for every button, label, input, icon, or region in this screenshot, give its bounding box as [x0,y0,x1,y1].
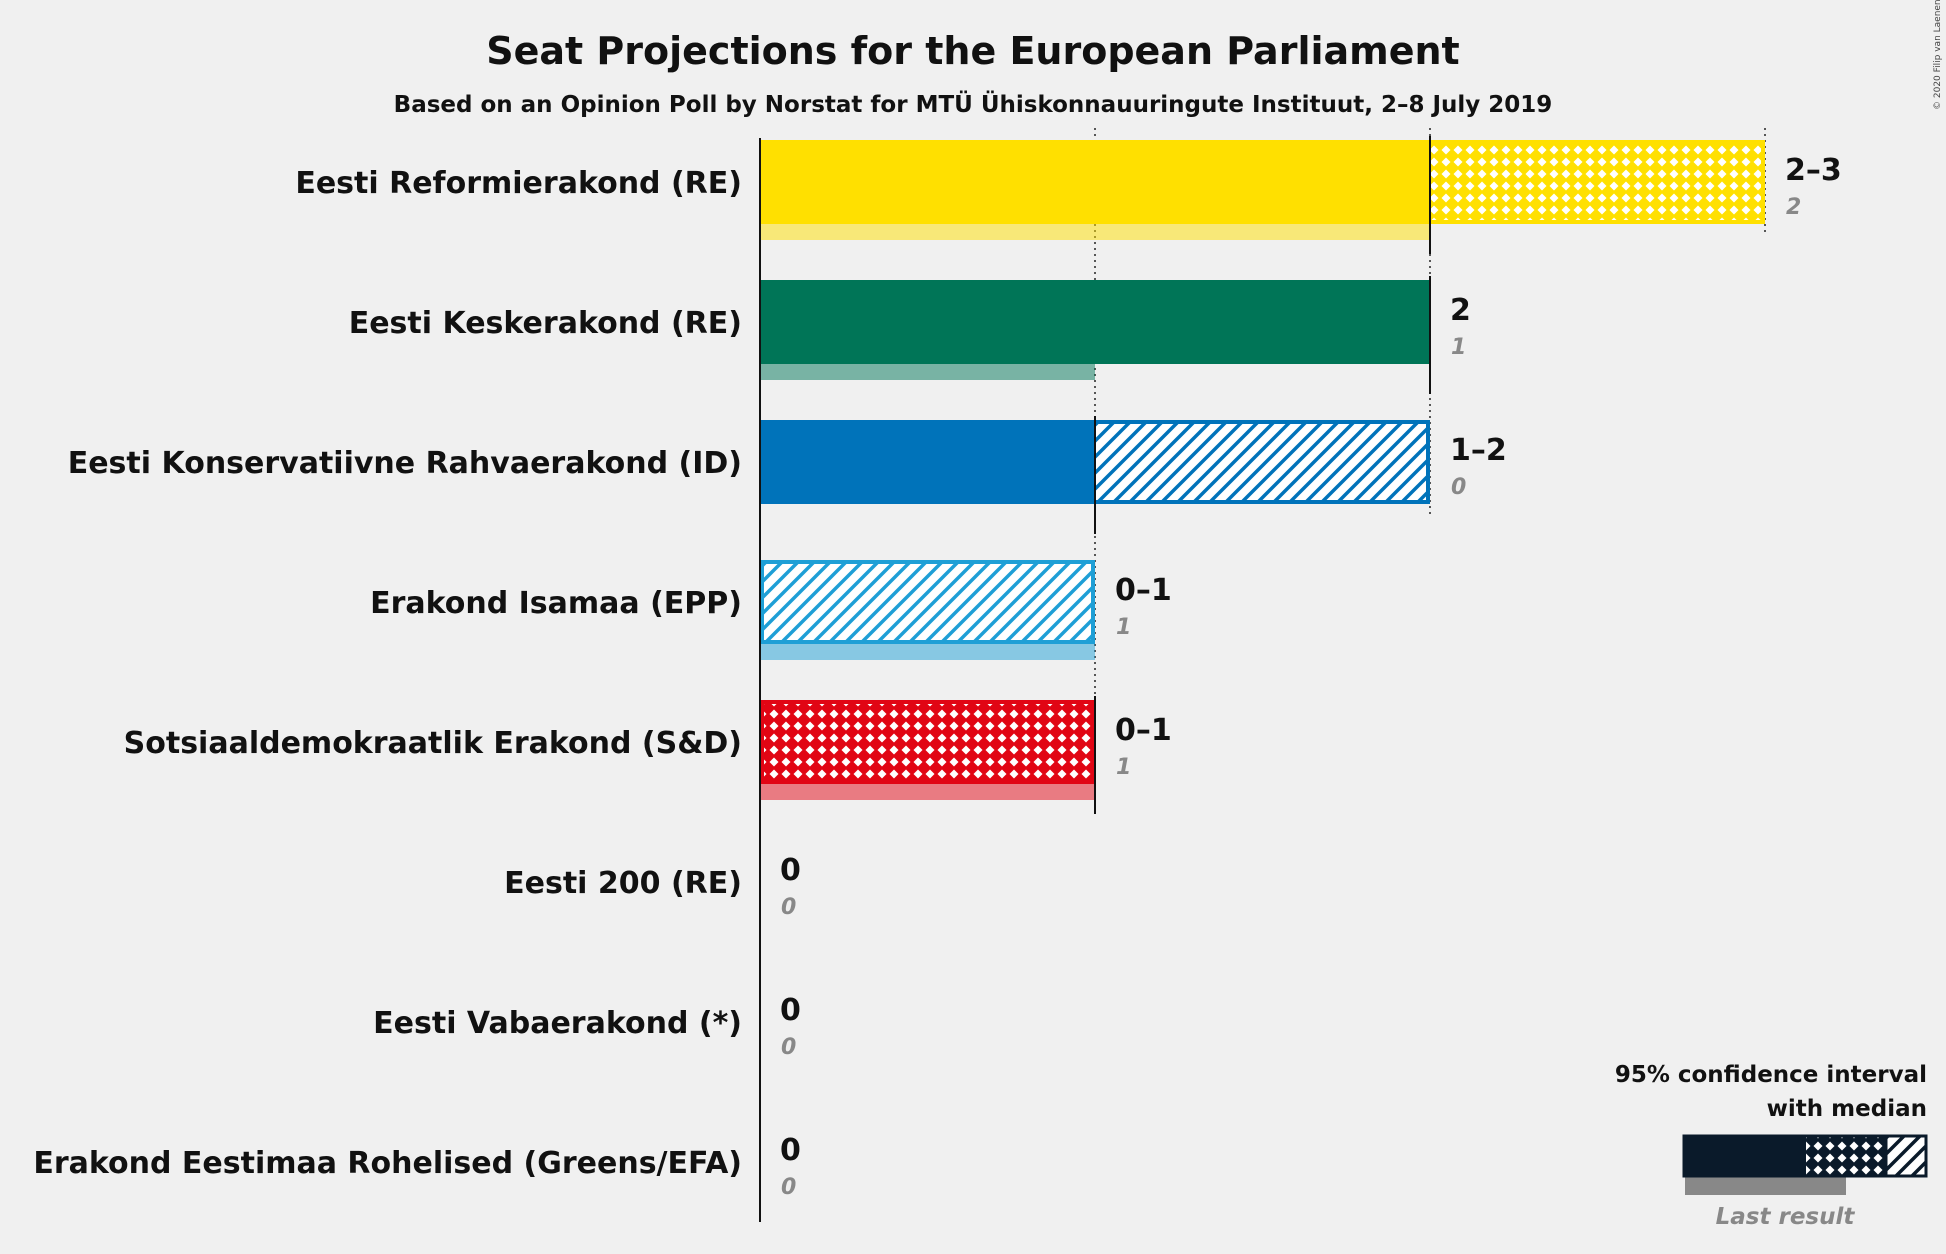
range-label: 2 [1450,293,1471,328]
legend-line1: 95% confidence interval [1615,1062,1927,1088]
range-label: 0–1 [1115,713,1172,748]
solid-bar [760,140,1430,224]
range-label: 2–3 [1785,153,1842,188]
ci-outline [760,140,1765,224]
last-result-bar [760,782,1095,800]
last-result-bar [760,362,1095,380]
last-result-label: 0 [781,1175,796,1200]
legend-last-result-bar [1685,1177,1846,1195]
last-result-label: 0 [1451,475,1466,500]
legend-last-result-label: Last result [1716,1204,1856,1230]
solid-bar [760,280,1430,364]
party-label: Erakond Isamaa (EPP) [370,586,742,621]
legend-diagonal-segment [1886,1136,1926,1176]
range-label: 0 [780,993,801,1028]
chart-title: Seat Projections for the European Parlia… [486,29,1459,73]
solid-bar [760,420,1095,504]
last-result-label: 0 [781,1035,796,1060]
legend-cross-segment [1806,1136,1886,1176]
party-label: Erakond Eestimaa Rohelised (Greens/EFA) [33,1146,742,1181]
ci-bar [1430,140,1765,224]
last-result-label: 1 [1451,335,1466,360]
last-result-bar [760,642,1095,660]
party-label: Eesti Keskerakond (RE) [349,306,742,341]
ci-bar [760,560,1095,644]
range-label: 1–2 [1450,433,1507,468]
legend: 95% confidence interval with median Last… [1615,1062,1928,1230]
last-result-label: 1 [1116,615,1131,640]
legend-line2: with median [1767,1096,1927,1122]
range-label: 0 [780,1133,801,1168]
bars-layer: Eesti Reformierakond (RE) 2–3 2 Eesti Keske… [33,136,1842,1200]
party-label: Eesti Konservatiivne Rahvaerakond (ID) [68,446,742,481]
ci-bar [1095,420,1430,504]
party-label: Sotsiaaldemokraatlik Erakond (S&D) [124,726,742,761]
chart-subtitle: Based on an Opinion Poll by Norstat for … [394,90,1553,118]
legend-outline [1682,1134,1928,1178]
range-label: 0–1 [1115,573,1172,608]
last-result-label: 2 [1786,195,1801,220]
ci-outline [760,560,1095,644]
last-result-bar [760,222,1430,240]
party-label: Eesti Vabaerakond (*) [373,1006,742,1041]
ci-outline [760,700,1095,784]
party-label: Eesti 200 (RE) [504,866,742,901]
copyright-note: © 2020 Filip van Laenen [1933,0,1943,110]
party-label: Eesti Reformierakond (RE) [295,166,742,201]
range-label: 0 [780,853,801,888]
legend-solid-segment [1684,1136,1806,1176]
last-result-label: 1 [1116,755,1131,780]
last-result-label: 0 [781,895,796,920]
ci-bar [760,700,1095,784]
